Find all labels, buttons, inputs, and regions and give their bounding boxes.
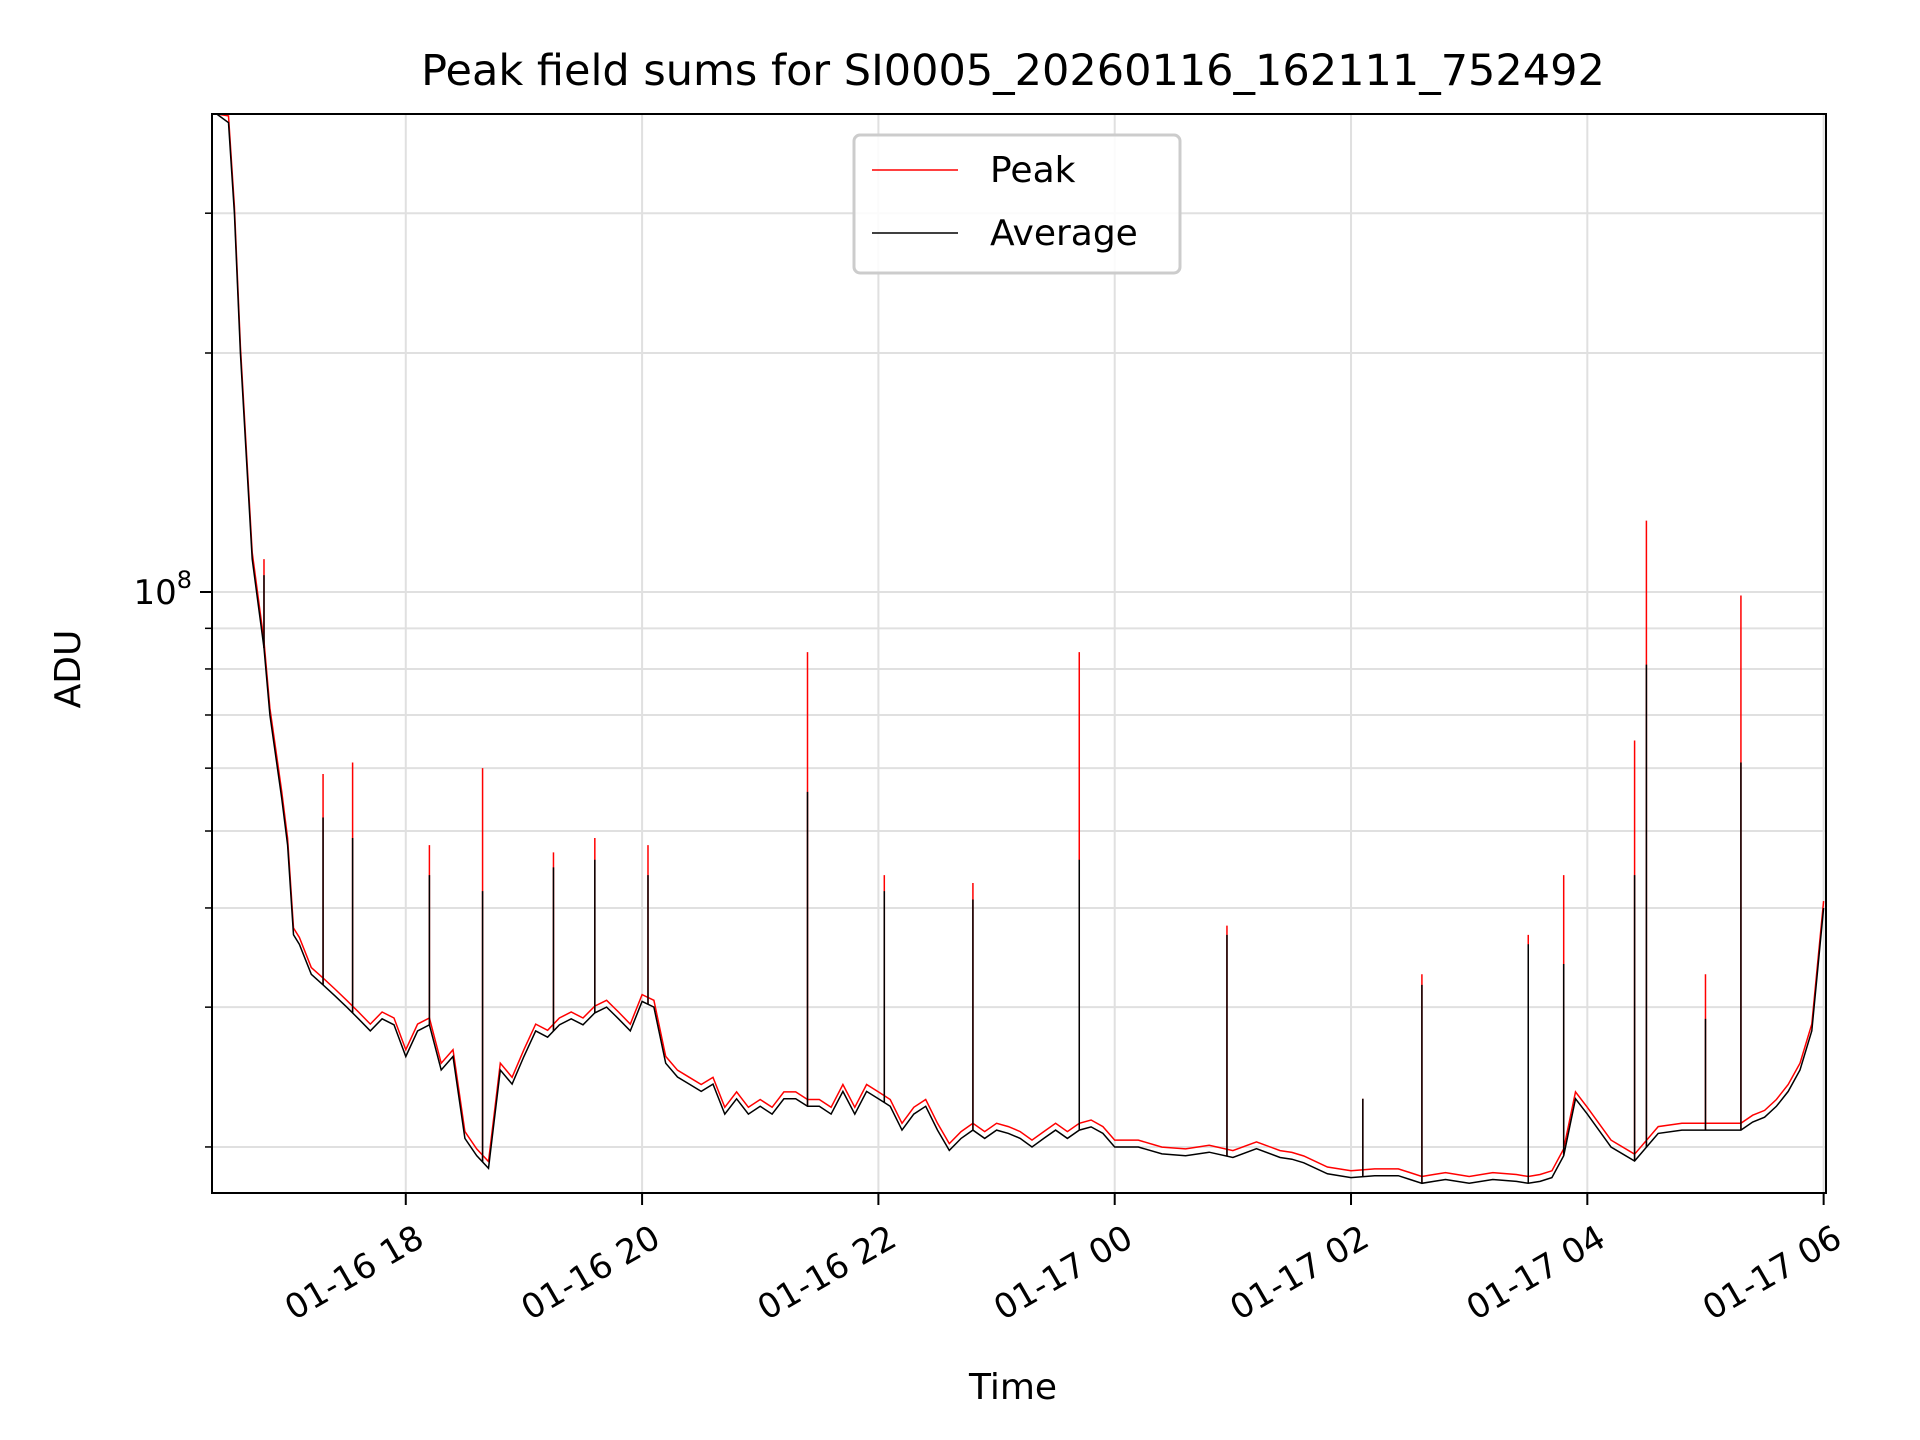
legend-average-label: Average	[990, 213, 1138, 254]
series-layer	[216, 113, 1825, 1185]
plot-frame	[211, 113, 1827, 1194]
legend-peak-label: Peak	[990, 150, 1076, 191]
y-tick-label: 108	[133, 566, 192, 613]
chart-title: Peak field sums for SI0005_20260116_1621…	[421, 46, 1605, 96]
y-axis-label: ADU	[48, 630, 89, 709]
x-axis-label: Time	[968, 1367, 1057, 1408]
grid	[212, 114, 1826, 1193]
legend: Peak Average	[852, 133, 1182, 275]
